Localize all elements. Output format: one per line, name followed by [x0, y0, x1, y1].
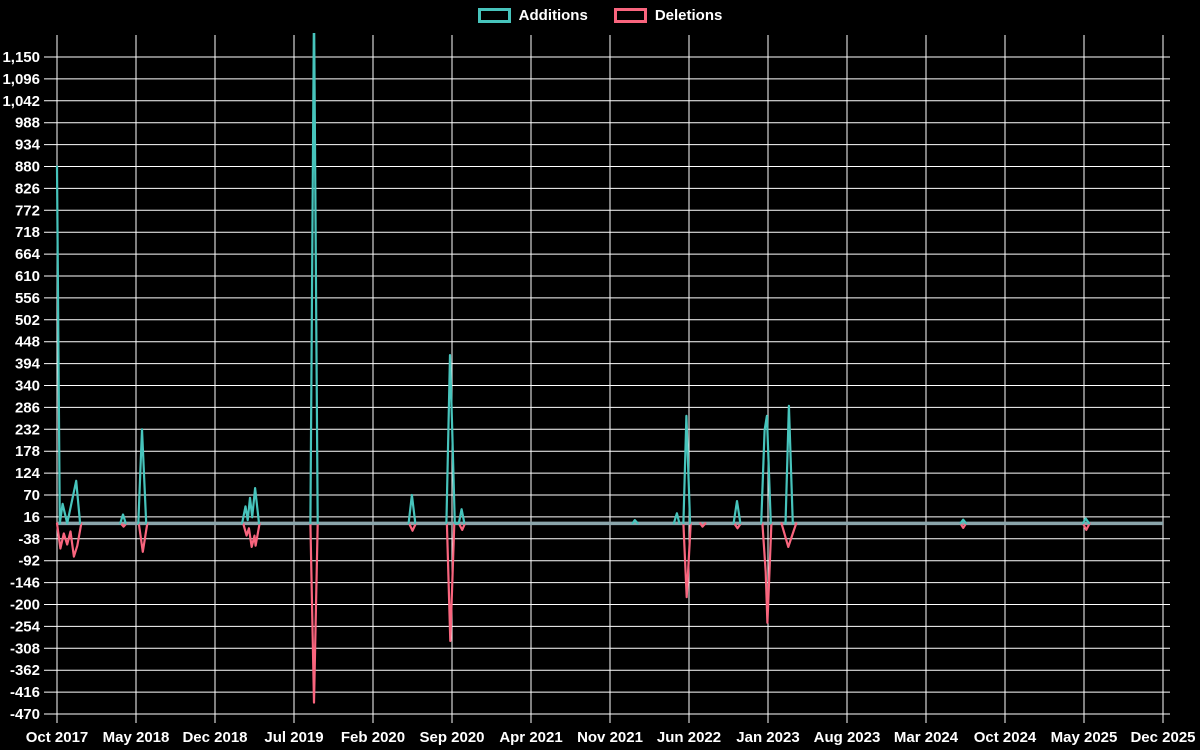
series-spike	[784, 404, 794, 525]
series-spike	[55, 522, 83, 558]
y-axis-tick-label: 664	[15, 246, 41, 263]
series-spike	[760, 414, 772, 525]
x-axis-tick-label: Aug 2023	[814, 729, 881, 746]
series-spike	[1081, 517, 1091, 525]
x-axis-tick-label: Feb 2020	[341, 729, 405, 746]
x-axis-tick-label: Mar 2024	[894, 729, 959, 746]
series-spike	[309, 33, 319, 525]
y-axis-tick-label: 1,096	[2, 71, 40, 88]
x-axis-tick-label: Nov 2021	[577, 729, 643, 746]
y-axis-tick-label: 718	[15, 224, 40, 241]
y-axis-tick-label: 556	[15, 290, 40, 307]
y-axis-tick-label: 502	[15, 312, 40, 329]
legend-additions-label: Additions	[518, 7, 588, 24]
y-axis-tick-label: 340	[15, 378, 40, 395]
y-axis-tick-label: -146	[10, 575, 40, 592]
x-axis-tick-label: May 2018	[103, 729, 170, 746]
y-axis-tick-label: 1,150	[2, 49, 40, 66]
y-axis-tick-label: 232	[15, 421, 40, 438]
x-axis-tick-label: Jan 2023	[736, 729, 799, 746]
y-axis-tick-label: 124	[15, 465, 41, 482]
y-axis-tick-label: 772	[15, 202, 40, 219]
y-axis-tick-label: 286	[15, 399, 40, 416]
series-spike	[119, 513, 127, 525]
series-spike	[241, 487, 261, 525]
y-axis-tick-label: -308	[10, 640, 40, 657]
y-axis-tick-label: -92	[18, 553, 40, 570]
series-spike	[732, 500, 742, 525]
legend-item-additions[interactable]: Additions	[477, 7, 588, 24]
series-spike	[959, 518, 968, 525]
series-spike	[672, 512, 681, 525]
y-axis-tick-label: -254	[10, 618, 41, 635]
legend-item-deletions[interactable]: Deletions	[613, 7, 723, 24]
series-spike	[699, 522, 707, 528]
series-spike	[1081, 522, 1091, 532]
chart-legend: Additions Deletions	[0, 7, 1200, 24]
y-axis-tick-label: 70	[23, 487, 40, 504]
y-axis-tick-label: 610	[15, 268, 40, 285]
series-spike	[959, 522, 968, 530]
y-axis-tick-label: 934	[15, 137, 41, 154]
x-axis-tick-label: Apr 2021	[499, 729, 562, 746]
series-spike	[761, 522, 773, 624]
y-axis-tick-label: 826	[15, 180, 40, 197]
series-spike	[242, 522, 261, 549]
x-axis-tick-label: Oct 2017	[26, 729, 89, 746]
y-axis-tick-label: 394	[15, 356, 41, 373]
series-spike	[445, 354, 466, 525]
series-additions	[55, 33, 1091, 525]
deletions-swatch-icon	[613, 8, 647, 23]
grid-lines	[44, 35, 1170, 723]
x-axis-tick-label: Oct 2024	[974, 729, 1037, 746]
x-axis-tick-label: Jun 2022	[657, 729, 721, 746]
y-axis-tick-label: 988	[15, 115, 40, 132]
series-spike	[732, 522, 743, 530]
series-spike	[631, 518, 639, 525]
series-spike	[407, 493, 417, 525]
series-spike	[137, 522, 149, 553]
series-spike	[682, 522, 692, 599]
series-spike	[780, 522, 798, 549]
series-spike	[408, 522, 417, 532]
y-axis-tick-label: 1,042	[2, 93, 40, 110]
series-spike	[55, 165, 82, 525]
series-spike	[682, 414, 692, 525]
y-axis-tick-label: -200	[10, 597, 40, 614]
x-axis-tick-label: Sep 2020	[419, 729, 484, 746]
y-axis-tick-label: -362	[10, 662, 40, 679]
y-axis-tick-label: 880	[15, 159, 40, 176]
y-axis-tick-label: 448	[15, 334, 40, 351]
y-axis-tick-label: -416	[10, 684, 40, 701]
y-axis-tick-label: -470	[10, 706, 40, 723]
x-axis-tick-label: Dec 2025	[1130, 729, 1195, 746]
y-axis-tick-label: 178	[15, 443, 40, 460]
y-axis-tick-label: -38	[18, 531, 40, 548]
series-spike	[137, 428, 148, 525]
y-axis-tick-label: 16	[23, 509, 40, 526]
additions-swatch-icon	[477, 8, 511, 23]
x-axis-tick-label: Jul 2019	[264, 729, 323, 746]
legend-deletions-label: Deletions	[654, 7, 723, 24]
series-layer	[55, 33, 1091, 704]
x-axis-tick-label: Dec 2018	[182, 729, 247, 746]
series-spike	[309, 522, 319, 704]
x-axis-tick-label: May 2025	[1051, 729, 1118, 746]
series-spike	[119, 522, 128, 528]
